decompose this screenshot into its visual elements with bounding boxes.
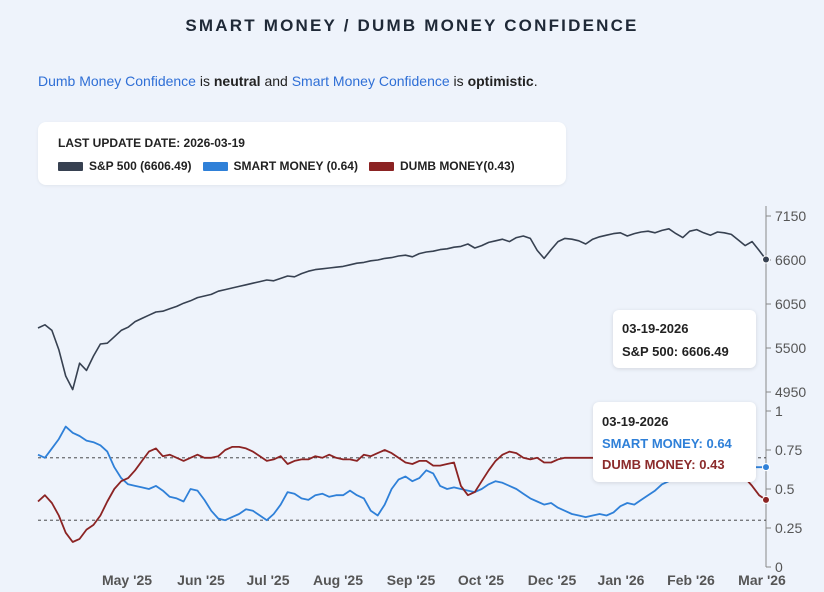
tooltip-date: 03-19-2026 xyxy=(622,321,689,336)
legend-label: SMART MONEY (0.64) xyxy=(233,159,358,173)
last-update-date: LAST UPDATE DATE: 2026-03-19 xyxy=(58,136,245,150)
smart-money-line-endpoint xyxy=(762,463,770,472)
y-tick-label-spx: 5500 xyxy=(775,340,806,356)
y-tick-label-confidence: 0.75 xyxy=(775,442,802,458)
dumb-money-link[interactable]: Dumb Money Confidence xyxy=(38,73,196,89)
y-tick-label-spx: 6050 xyxy=(775,296,806,312)
y-tick-label-spx: 4950 xyxy=(775,384,806,400)
x-tick-label: Dec '25 xyxy=(528,572,577,588)
dumb-money-line-endpoint xyxy=(762,495,770,504)
y-tick-label-confidence: 0 xyxy=(775,559,783,575)
confidence-tooltip: 03-19-2026 SMART MONEY: 0.64 DUMB MONEY:… xyxy=(593,402,756,482)
legend-swatch xyxy=(368,161,394,171)
tooltip-dumb-money: DUMB MONEY: 0.43 xyxy=(602,457,725,472)
summary-text: is xyxy=(449,73,468,89)
x-tick-label: Aug '25 xyxy=(313,572,363,588)
y-tick-label-confidence: 1 xyxy=(775,403,783,419)
tooltip-smart-money: SMART MONEY: 0.64 xyxy=(602,436,732,451)
legend-card: LAST UPDATE DATE: 2026-03-19 S&P 500 (66… xyxy=(38,122,566,185)
summary-text: and xyxy=(260,73,292,89)
x-tick-label: Oct '25 xyxy=(458,572,504,588)
smart-money-line xyxy=(37,425,766,522)
x-tick-label: Sep '25 xyxy=(387,572,436,588)
spx-line xyxy=(37,228,767,391)
tooltip-spx-value: S&P 500: 6606.49 xyxy=(622,344,729,359)
y-tick-label-confidence: 0.5 xyxy=(775,481,795,497)
smart-money-link[interactable]: Smart Money Confidence xyxy=(291,73,450,89)
legend-label: S&P 500 (6606.49) xyxy=(89,159,192,173)
legend: S&P 500 (6606.49) SMART MONEY (0.64) DUM… xyxy=(58,159,526,173)
y-tick-label-spx: 7150 xyxy=(775,208,806,224)
x-tick-label: Jul '25 xyxy=(246,572,289,588)
page-title: SMART MONEY / DUMB MONEY CONFIDENCE xyxy=(185,16,639,35)
summary-sentence: Dumb Money Confidence is neutral and Sma… xyxy=(38,73,538,89)
legend-swatch xyxy=(58,161,83,171)
legend-item-spx[interactable]: S&P 500 (6606.49) xyxy=(58,159,192,173)
legend-swatch xyxy=(202,161,228,171)
x-tick-label: Feb '26 xyxy=(667,572,715,588)
smart-money-state: optimistic xyxy=(467,73,534,89)
spx-tooltip: 03-19-2026 S&P 500: 6606.49 xyxy=(613,310,756,368)
x-tick-label: Mar '26 xyxy=(738,572,786,588)
tooltip-date: 03-19-2026 xyxy=(602,414,669,429)
legend-item-dumb-money[interactable]: DUMB MONEY(0.43) xyxy=(368,159,515,173)
legend-item-smart-money[interactable]: SMART MONEY (0.64) xyxy=(202,159,358,173)
spx-line-endpoint xyxy=(762,255,770,264)
summary-text: is xyxy=(195,73,214,89)
y-tick-label-spx: 6600 xyxy=(775,252,806,268)
x-tick-label: Jun '25 xyxy=(177,572,225,588)
summary-text: . xyxy=(533,73,538,89)
legend-label: DUMB MONEY(0.43) xyxy=(399,159,515,173)
dumb-money-state: neutral xyxy=(213,73,261,89)
y-tick-label-confidence: 0.25 xyxy=(775,520,802,536)
x-tick-label: Jan '26 xyxy=(598,572,645,588)
x-tick-label: May '25 xyxy=(102,572,152,588)
